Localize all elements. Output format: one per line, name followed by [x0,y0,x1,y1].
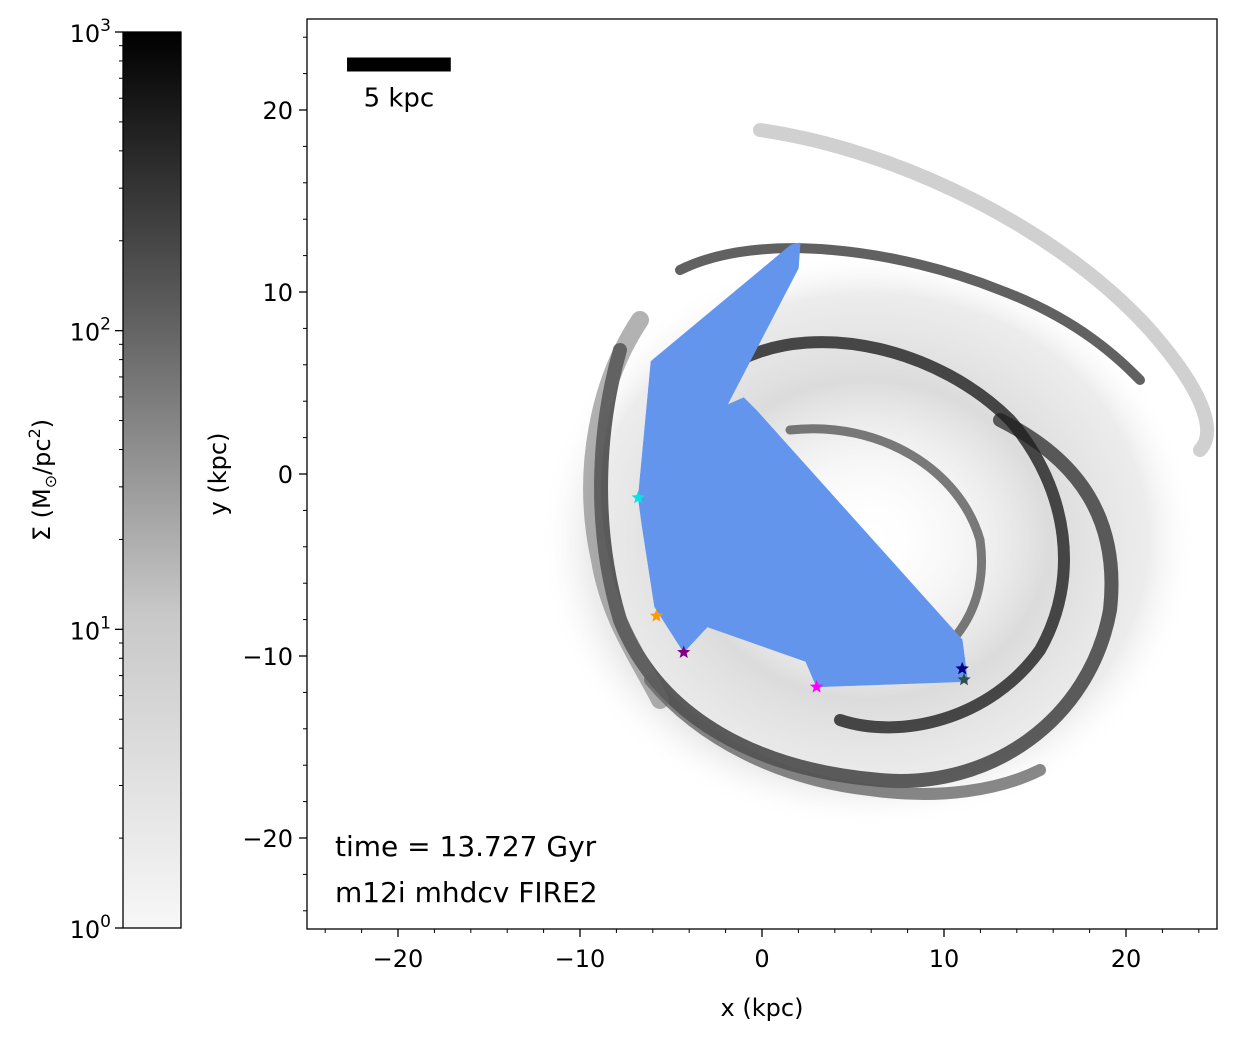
star-marker-3 [677,645,691,658]
x-axis-label: x (kpc) [721,994,804,1022]
colorbar-tick-label: 103 [70,16,111,48]
star-marker-6 [957,672,971,686]
selection-polygon [637,242,968,688]
star-marker-2 [649,609,664,622]
x-axis-ticks: −20 −10 0 10 20 [324,929,1200,973]
y-tick-label: −10 [242,643,293,671]
y-tick-label: 20 [262,97,293,125]
star-markers [631,490,971,693]
x-tick-label: −20 [373,945,424,973]
scale-bar: 5 kpc [347,57,451,114]
y-tick-label: 10 [262,279,293,307]
colorbar-tick-label: 102 [70,315,111,347]
projection-axes: 5 kpc time = 13.727 Gyr m12i mhdcv FIRE2… [204,18,1218,1022]
colorbar-ticks: 100 101 102 103 [70,16,123,944]
spiral-arm-outer-2 [675,243,1145,385]
star-marker-4 [809,679,824,693]
spiral-arm-south [644,674,1046,800]
star-marker-1 [631,490,645,504]
annotation-time: time = 13.727 Gyr [335,830,597,863]
spiral-arms [583,123,1214,800]
annotation-simulation: m12i mhdcv FIRE2 [335,876,598,909]
x-tick-label: 10 [929,945,960,973]
x-tick-label: −10 [555,945,606,973]
y-tick-label: 0 [278,461,293,489]
x-tick-label: 0 [754,945,769,973]
scale-bar-label: 5 kpc [364,84,435,114]
scale-bar-line [347,57,451,72]
spiral-arm-mid [734,336,1070,734]
x-tick-label: 20 [1111,945,1142,973]
spiral-arm-west [583,311,669,709]
y-axis-label: y (kpc) [204,433,232,516]
y-tick-label: −20 [242,825,293,853]
spiral-arm-outer-1 [753,123,1214,457]
colorbar-label: Σ (M⊙/pc2) [25,419,60,541]
colorbar-tick-label: 100 [70,912,111,944]
annotation: time = 13.727 Gyr m12i mhdcv FIRE2 [335,830,598,909]
colorbar-tick-label: 101 [70,613,111,645]
y-axis-ticks: −20 −10 0 10 20 [242,36,307,912]
colorbar-gradient [122,31,182,929]
colorbar: 100 101 102 103 Σ (M⊙/pc2) [25,16,182,944]
star-marker-5 [955,661,969,675]
